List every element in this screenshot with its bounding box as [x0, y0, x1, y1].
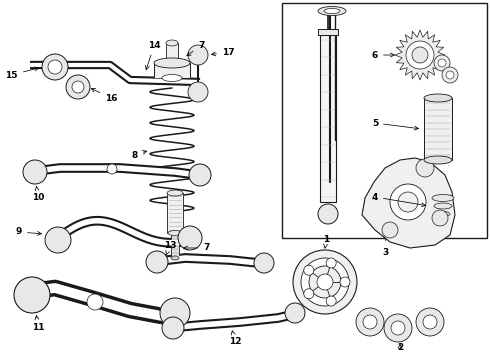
Circle shape: [304, 265, 314, 275]
Ellipse shape: [424, 156, 452, 164]
Ellipse shape: [167, 190, 183, 196]
Bar: [318, 29, 338, 35]
Text: 9: 9: [16, 228, 41, 237]
Circle shape: [416, 159, 434, 177]
Circle shape: [340, 277, 350, 287]
Text: 12: 12: [229, 331, 241, 346]
Circle shape: [416, 308, 444, 336]
Circle shape: [178, 226, 202, 250]
Circle shape: [293, 250, 357, 314]
Text: 17: 17: [212, 48, 235, 57]
Bar: [154, 63, 190, 78]
Ellipse shape: [436, 212, 450, 216]
Circle shape: [326, 258, 336, 268]
Circle shape: [390, 184, 426, 220]
Bar: [166, 43, 178, 63]
Polygon shape: [362, 158, 455, 248]
Text: 14: 14: [146, 41, 161, 69]
Circle shape: [434, 55, 450, 71]
Circle shape: [363, 315, 377, 329]
Text: 7: 7: [184, 243, 209, 252]
Text: 8: 8: [132, 150, 147, 159]
Circle shape: [42, 54, 68, 80]
Ellipse shape: [162, 75, 182, 81]
Circle shape: [318, 204, 338, 224]
Text: 2: 2: [397, 342, 403, 351]
Circle shape: [45, 227, 71, 253]
Circle shape: [384, 314, 412, 342]
Circle shape: [160, 298, 190, 328]
Bar: [171, 233, 179, 258]
Text: 16: 16: [91, 89, 118, 103]
Circle shape: [301, 258, 349, 306]
Circle shape: [446, 71, 454, 79]
Circle shape: [398, 192, 418, 212]
Circle shape: [382, 222, 398, 238]
Ellipse shape: [424, 94, 452, 102]
Circle shape: [423, 315, 437, 329]
Circle shape: [326, 296, 336, 306]
Text: 3: 3: [382, 248, 388, 257]
Text: 6: 6: [372, 50, 394, 59]
Text: 5: 5: [372, 118, 418, 130]
Bar: [167, 193, 183, 233]
Circle shape: [254, 253, 274, 273]
Text: 4: 4: [371, 193, 425, 207]
Text: 7: 7: [187, 41, 204, 56]
Circle shape: [66, 75, 90, 99]
Bar: [282, 3, 487, 238]
Ellipse shape: [168, 230, 182, 235]
Circle shape: [23, 160, 47, 184]
Circle shape: [107, 164, 117, 174]
Circle shape: [442, 67, 458, 83]
Circle shape: [412, 47, 428, 63]
Circle shape: [87, 294, 103, 310]
Bar: [424, 98, 452, 160]
Text: 11: 11: [32, 316, 44, 333]
Circle shape: [188, 45, 208, 65]
Text: 15: 15: [5, 67, 39, 80]
Circle shape: [72, 81, 84, 93]
Ellipse shape: [318, 6, 346, 15]
Circle shape: [14, 277, 50, 313]
Circle shape: [188, 82, 208, 102]
Ellipse shape: [171, 256, 179, 260]
Text: 13: 13: [164, 240, 176, 255]
Ellipse shape: [154, 58, 190, 68]
Circle shape: [189, 164, 211, 186]
Circle shape: [162, 317, 184, 339]
Polygon shape: [395, 30, 445, 80]
Ellipse shape: [434, 203, 452, 209]
Circle shape: [146, 251, 168, 273]
Circle shape: [391, 321, 405, 335]
Circle shape: [48, 60, 62, 74]
Ellipse shape: [166, 40, 178, 46]
Bar: [320, 35, 336, 202]
Circle shape: [356, 308, 384, 336]
Circle shape: [304, 289, 314, 299]
Ellipse shape: [324, 9, 340, 14]
Text: 10: 10: [32, 186, 44, 202]
Circle shape: [432, 210, 448, 226]
Circle shape: [406, 41, 434, 69]
Circle shape: [438, 59, 446, 67]
Circle shape: [285, 303, 305, 323]
Ellipse shape: [432, 194, 454, 202]
Circle shape: [309, 266, 341, 298]
Text: 1: 1: [323, 235, 329, 248]
Circle shape: [317, 274, 333, 290]
